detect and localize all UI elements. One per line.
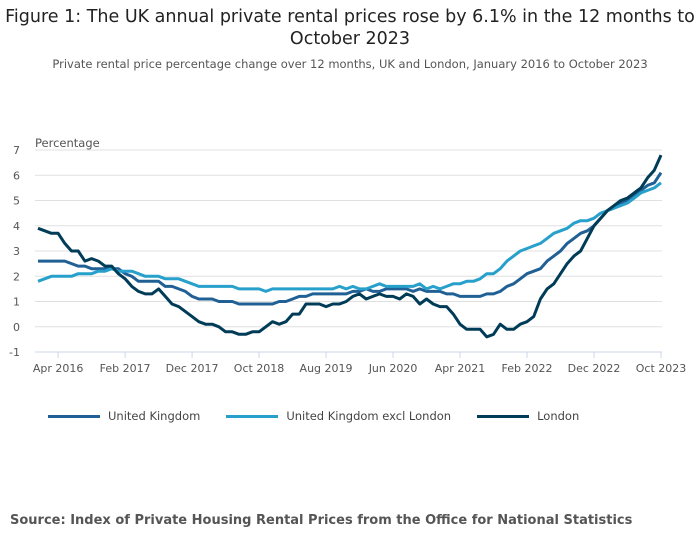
chart-subtitle: Private rental price percentage change o… bbox=[52, 57, 648, 71]
legend-label: London bbox=[537, 409, 580, 423]
legend-swatch bbox=[477, 414, 530, 418]
legend-label: United Kingdom bbox=[108, 409, 201, 423]
legend-item[interactable]: United Kingdom excl London bbox=[226, 409, 451, 423]
x-tick-label: Jun 2020 bbox=[368, 362, 418, 375]
series-line-united-kingdom bbox=[38, 171, 663, 306]
y-tick-label: 7 bbox=[13, 144, 20, 157]
x-tick-label: Dec 2022 bbox=[568, 362, 621, 375]
y-tick-label: 2 bbox=[13, 270, 20, 283]
y-tick-label: 5 bbox=[13, 195, 20, 208]
x-tick-label: Oct 2018 bbox=[234, 362, 285, 375]
series-line-united-kingdom-excl-london bbox=[37, 181, 662, 293]
legend-item[interactable]: United Kingdom bbox=[48, 409, 200, 423]
source-note: Source: Index of Private Housing Rental … bbox=[10, 513, 633, 528]
y-tick-label: 3 bbox=[13, 245, 20, 258]
y-tick-label: 0 bbox=[13, 321, 20, 334]
x-tick-label: Oct 2023 bbox=[636, 362, 687, 375]
x-tick-label: Feb 2022 bbox=[502, 362, 553, 375]
legend-swatch bbox=[226, 414, 279, 418]
legend-swatch bbox=[48, 414, 100, 418]
legend: United Kingdom United Kingdom excl London… bbox=[48, 409, 605, 423]
x-tick-label: Feb 2017 bbox=[100, 362, 151, 375]
y-tick-label: -1 bbox=[9, 346, 20, 359]
chart-title: Figure 1: The UK annual private rental p… bbox=[5, 7, 695, 49]
x-tick-label: Dec 2017 bbox=[166, 362, 219, 375]
x-tick-label: Apr 2021 bbox=[435, 362, 486, 375]
legend-label: United Kingdom excl London bbox=[286, 409, 452, 423]
y-axis-label: Percentage bbox=[35, 136, 100, 150]
line-chart: Percentage -1 0 1 2 3 4 5 6 7 Apr 2016 Feb 2017 Dec… bbox=[9, 136, 687, 375]
legend-item[interactable]: London bbox=[477, 409, 579, 423]
y-tick-label: 4 bbox=[13, 220, 20, 233]
y-tick-label: 1 bbox=[13, 296, 20, 309]
series-line-london bbox=[37, 154, 663, 339]
y-tick-label: 6 bbox=[13, 169, 20, 182]
x-tick-label: Apr 2016 bbox=[33, 362, 84, 375]
x-tick-label: Aug 2019 bbox=[300, 362, 353, 375]
